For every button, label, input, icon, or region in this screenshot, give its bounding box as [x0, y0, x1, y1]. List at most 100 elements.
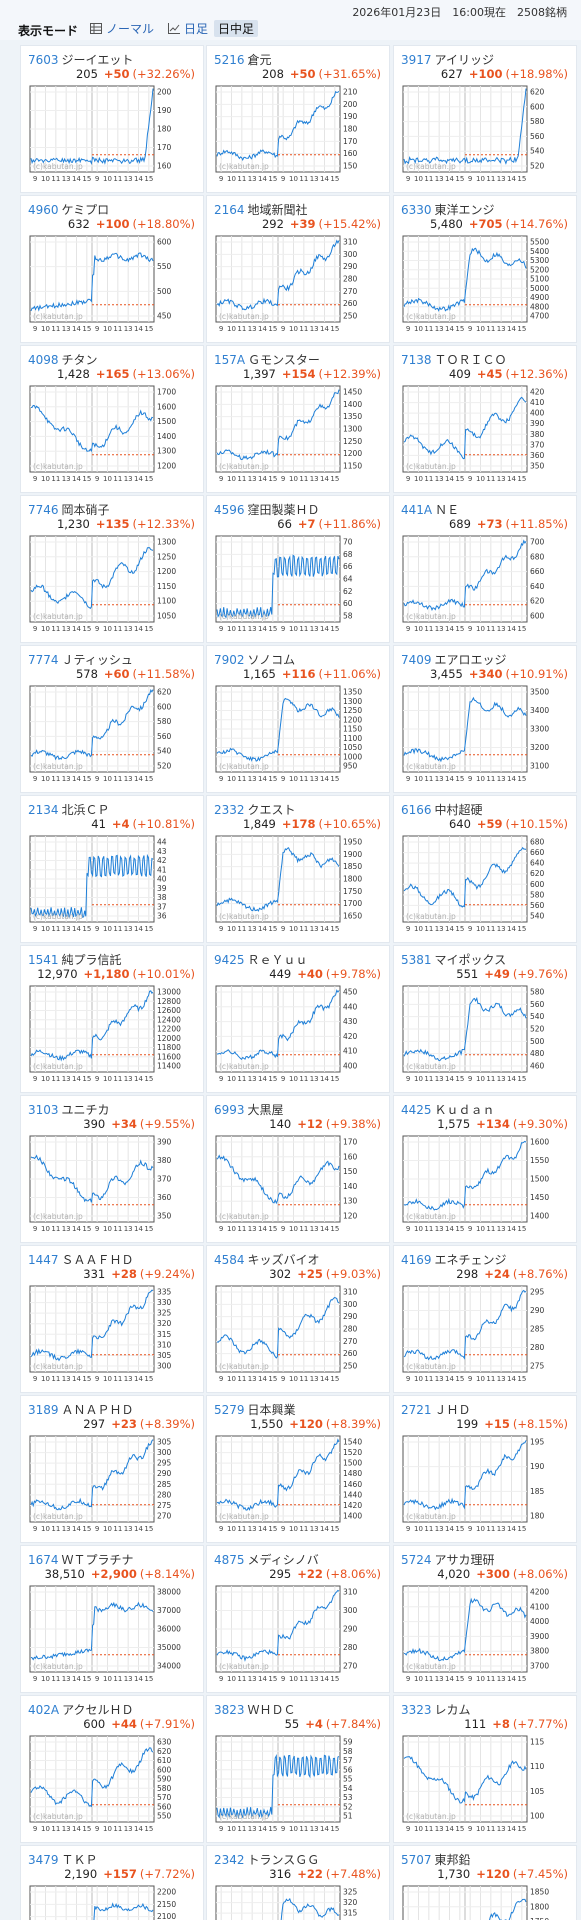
stock-name[interactable]: ジーイエット	[61, 53, 134, 67]
stock-card[interactable]: 6993 大黒屋 140 +12 (+9.38%) 9 10 11 13 14 15 9 10 11 13 1…	[206, 1095, 390, 1243]
stock-code[interactable]: 4875	[214, 1553, 245, 1567]
stock-card[interactable]: 7902 ソノコム 1,165 +116 (+11.06%) 9 10 11 13 14 15 9 10…	[206, 645, 390, 793]
stock-name[interactable]: ＳＡＡＦＨＤ	[61, 1253, 134, 1267]
stock-title[interactable]: 5381 マイポックス	[401, 951, 506, 968]
intraday-chart[interactable]: 9 10 11 13 14 15 9 10 11 13 14 15 1540 1520 1500 1480 14…	[214, 1434, 384, 1538]
intraday-chart[interactable]: 9 10 11 13 14 15 9 10 11 13 14 15 200 190 180 170 160 (c)…	[28, 84, 198, 188]
stock-name[interactable]: ユニチカ	[61, 1103, 110, 1117]
stock-code[interactable]: 3917	[401, 53, 432, 67]
intraday-chart[interactable]: 9 10 11 13 14 15 9 10 11 13 14 15 620 600 580 560 540 520…	[28, 684, 198, 788]
stock-name[interactable]: 倉元	[247, 53, 272, 67]
intraday-chart[interactable]: 9 10 11 13 14 15 9 10 11 13 14 15 5500 5400 5300 5200 51…	[401, 234, 571, 338]
stock-code[interactable]: 2721	[401, 1403, 432, 1417]
stock-title[interactable]: 5724 アサカ理研	[401, 1551, 495, 1568]
stock-name[interactable]: トランスＧＧ	[247, 1853, 320, 1867]
stock-card[interactable]: 7774 Ｊティッシュ 578 +60 (+11.58%) 9 10 11 13 14 15 9 10 1…	[20, 645, 204, 793]
intraday-chart[interactable]: 9 10 11 13 14 15 9 10 11 13 14 15 305 300 295 290 285 280…	[28, 1434, 198, 1538]
stock-title[interactable]: 1674 ＷＴプラチナ	[28, 1551, 134, 1568]
stock-card[interactable]: 2342トランスＧＧ316+22(+7.48%)9101113141591011…	[206, 1845, 390, 1920]
stock-title[interactable]: 2134 北浜ＣＰ	[28, 801, 110, 818]
stock-card[interactable]: 7138 ＴＯＲＩＣＯ 409 +45 (+12.36%) 9 10 11 13 14 15 9 10 1…	[393, 345, 577, 493]
intraday-chart[interactable]: 9101113141591011131415325320315310305300…	[214, 1884, 384, 1920]
stock-card[interactable]: 5724 アサカ理研 4,020 +300 (+8.06%) 9 10 11 13 14 15 9 10…	[393, 1545, 577, 1693]
stock-name[interactable]: 地域新聞社	[247, 203, 308, 217]
stock-code[interactable]: 7774	[28, 653, 59, 667]
stock-title[interactable]: 441A ＮＥ	[401, 501, 459, 518]
stock-code[interactable]: 6993	[214, 1103, 245, 1117]
stock-card[interactable]: 3189 ＡＮＡＰＨＤ 297 +23 (+8.39%) 9 10 11 13 14 15 9 10 11…	[20, 1395, 204, 1543]
intraday-chart[interactable]: 9 10 11 13 14 15 9 10 11 13 14 15 1300 1250 1200 1150 11…	[28, 534, 198, 638]
stock-card[interactable]: 2164 地域新聞社 292 +39 (+15.42%) 9 10 11 13 14 15 9 10 11…	[206, 195, 390, 343]
intraday-chart[interactable]: 9 10 11 13 14 15 9 10 11 13 14 15 1350 1300 1250 1200 11…	[214, 684, 384, 788]
stock-name[interactable]: Ｇモンスター	[248, 353, 320, 367]
stock-title[interactable]: 4425 Ｋｕｄａｎ	[401, 1101, 495, 1118]
stock-name[interactable]: ＮＥ	[435, 503, 460, 517]
stock-name[interactable]: キッズバイオ	[247, 1253, 320, 1267]
stock-name[interactable]: Ｊティッシュ	[61, 653, 133, 667]
intraday-chart[interactable]: 9 10 11 13 14 15 9 10 11 13 14 15 295 290 285 280 275 (c)…	[401, 1284, 571, 1388]
stock-name[interactable]: エアロエッジ	[434, 653, 507, 667]
stock-title[interactable]: 4960 ケミプロ	[28, 201, 109, 218]
stock-code[interactable]: 4584	[214, 1253, 245, 1267]
stock-card[interactable]: 5279 日本興業 1,550 +120 (+8.39%) 9 10 11 13 14 15 9 10 1…	[206, 1395, 390, 1543]
intraday-chart[interactable]: 9 10 11 13 14 15 9 10 11 13 14 15 59 58 57 56 55 54 53 52 51…	[214, 1734, 384, 1838]
intraday-chart[interactable]: 9 10 11 13 14 15 9 10 11 13 14 15 70 68 66 64 62 60 58 (c)k…	[214, 534, 384, 638]
stock-code[interactable]: 3823	[214, 1703, 245, 1717]
intraday-chart[interactable]: 9 10 11 13 14 15 9 10 11 13 14 15 620 600 580 560 540 520…	[401, 84, 571, 188]
intraday-chart[interactable]: 9 10 11 13 14 15 9 10 11 13 14 15 1950 1900 1850 1800 17…	[214, 834, 384, 938]
stock-title[interactable]: 6993 大黒屋	[214, 1101, 284, 1118]
stock-card[interactable]: 1541 純プラ信託 12,970 +1,180 (+10.01%) 9 10 11 13 14 1…	[20, 945, 204, 1093]
stock-title[interactable]: 2721 ＪＨＤ	[401, 1401, 471, 1418]
intraday-chart[interactable]: 9 10 11 13 14 15 9 10 11 13 14 15 335 330 325 320 315 310…	[28, 1284, 198, 1388]
stock-name[interactable]: ＲｅＹｕｕ	[247, 953, 308, 967]
stock-name[interactable]: 大黒屋	[247, 1103, 284, 1117]
stock-title[interactable]: 1541 純プラ信託	[28, 951, 122, 968]
stock-card[interactable]: 3917 アイリッジ 627 +100 (+18.98%) 9 10 11 13 14 15 9 10 1…	[393, 45, 577, 193]
stock-card[interactable]: 7603 ジーイエット 205 +50 (+32.26%) 9 10 11 13 14 15 9 10 1…	[20, 45, 204, 193]
stock-name[interactable]: アクセルＨＤ	[62, 1703, 134, 1717]
stock-name[interactable]: 東邦鉛	[434, 1853, 471, 1867]
stock-name[interactable]: アサカ理研	[434, 1553, 495, 1567]
stock-code[interactable]: 3189	[28, 1403, 59, 1417]
stock-code[interactable]: 2164	[214, 203, 245, 217]
stock-card[interactable]: 4875 メディシノバ 295 +22 (+8.06%) 9 10 11 13 14 15 9 10 11…	[206, 1545, 390, 1693]
stock-card[interactable]: 4960 ケミプロ 632 +100 (+18.80%) 9 10 11 13 14 15 9 10 11…	[20, 195, 204, 343]
stock-title[interactable]: 3189 ＡＮＡＰＨＤ	[28, 1401, 134, 1418]
stock-card[interactable]: 402A アクセルＨＤ 600 +44 (+7.91%) 9 10 11 13 14 15 9 10 11…	[20, 1695, 204, 1843]
stock-code[interactable]: 2342	[214, 1853, 245, 1867]
stock-title[interactable]: 2164 地域新聞社	[214, 201, 308, 218]
stock-card[interactable]: 5381 マイポックス 551 +49 (+9.76%) 9 10 11 13 14 15 9 10 11…	[393, 945, 577, 1093]
intraday-chart[interactable]: 9 10 11 13 14 15 9 10 11 13 14 15 600 550 500 450 (c)kab…	[28, 234, 198, 338]
stock-name[interactable]: 中村超硬	[434, 803, 483, 817]
stock-title[interactable]: 3823 ＷＨＤＣ	[214, 1701, 296, 1718]
stock-name[interactable]: マイポックス	[434, 953, 507, 967]
stock-title[interactable]: 3917 アイリッジ	[401, 51, 494, 68]
stock-card[interactable]: 2134 北浜ＣＰ 41 +4 (+10.81%) 9 10 11 13 14 15 9 10 11 13 1…	[20, 795, 204, 943]
stock-code[interactable]: 5279	[214, 1403, 245, 1417]
stock-code[interactable]: 1447	[28, 1253, 59, 1267]
stock-card[interactable]: 2721 ＪＨＤ 199 +15 (+8.15%) 9 10 11 13 14 15 9 10 11 13 1…	[393, 1395, 577, 1543]
intraday-chart[interactable]: 9101113141591011131415185018001750170016…	[401, 1884, 571, 1920]
intraday-chart[interactable]: 9 10 11 13 14 15 9 10 11 13 14 15 13000 12800 12600 124…	[28, 984, 198, 1088]
stock-name[interactable]: ＴＯＲＩＣＯ	[434, 353, 507, 367]
intraday-chart[interactable]: 9 10 11 13 14 15 9 10 11 13 14 15 580 560 540 520 500 480…	[401, 984, 571, 1088]
stock-card[interactable]: 4169 エネチェンジ 298 +24 (+8.76%) 9 10 11 13 14 15 9 10 11…	[393, 1245, 577, 1393]
stock-name[interactable]: レカム	[434, 1703, 471, 1717]
intraday-chart[interactable]: 9 10 11 13 14 15 9 10 11 13 14 15 1600 1550 1500 1450 14…	[401, 1134, 571, 1238]
stock-code[interactable]: 6166	[401, 803, 432, 817]
stock-title[interactable]: 1447 ＳＡＡＦＨＤ	[28, 1251, 134, 1268]
stock-card[interactable]: 4425 Ｋｕｄａｎ 1,575 +134 (+9.30%) 9 10 11 13 14 15 9 10…	[393, 1095, 577, 1243]
stock-title[interactable]: 6330 東洋エンジ	[401, 201, 495, 218]
stock-code[interactable]: 3323	[401, 1703, 432, 1717]
stock-title[interactable]: 5707 東邦鉛	[401, 1851, 471, 1868]
stock-title[interactable]: 9425 ＲｅＹｕｕ	[214, 951, 308, 968]
stock-code[interactable]: 9425	[214, 953, 245, 967]
intraday-chart[interactable]: 9 10 11 13 14 15 9 10 11 13 14 15 4200 4100 4000 3900 38…	[401, 1584, 571, 1688]
stock-name[interactable]: ソノコム	[247, 653, 296, 667]
stock-title[interactable]: 7774 Ｊティッシュ	[28, 651, 133, 668]
intraday-chart[interactable]: 9 10 11 13 14 15 9 10 11 13 14 15 115 110 105 100 (c)kab…	[401, 1734, 571, 1838]
stock-card[interactable]: 6330 東洋エンジ 5,480 +705 (+14.76%) 9 10 11 13 14 15 9 1…	[393, 195, 577, 343]
stock-title[interactable]: 3479 ＴＫＰ	[28, 1851, 98, 1868]
stock-name[interactable]: ＷＨＤＣ	[247, 1703, 296, 1717]
stock-title[interactable]: 6166 中村超硬	[401, 801, 483, 818]
